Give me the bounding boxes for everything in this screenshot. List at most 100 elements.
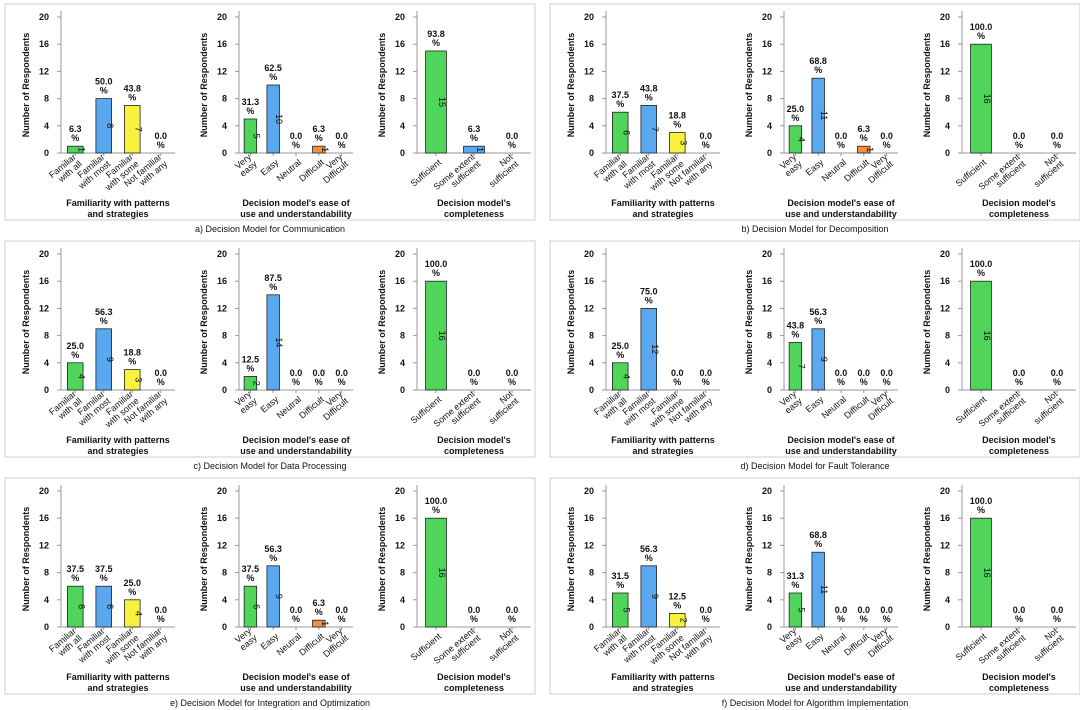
percent-label-line: 62.5: [264, 63, 282, 73]
y-tick-label: 20: [39, 249, 49, 259]
bar-count: 14: [274, 337, 284, 347]
y-tick-label: 20: [39, 12, 49, 22]
x-axis-label: Familiarity with patterns and strategies: [611, 198, 715, 219]
y-tick-label: 4: [222, 358, 227, 368]
x-axis-label: Decision model's ease of use and understa…: [240, 198, 352, 219]
percent-label-line: 18.8: [123, 348, 141, 358]
x-axis-label: Decision model's completeness: [437, 672, 511, 693]
bar: [463, 145, 485, 154]
percent-label: 0.0%: [835, 605, 848, 624]
y-axis-label: Number of Respondents: [21, 270, 31, 375]
x-tick-label: Veryeasy: [232, 388, 259, 415]
x-axis-label-line: Decision model's: [437, 672, 511, 682]
x-tick-label-group: Veryeasy: [233, 151, 259, 178]
percent-label: 93.8%: [427, 29, 445, 48]
percent-label: 43.8%: [787, 320, 805, 339]
x-axis-label: Decision model's completeness: [982, 672, 1056, 693]
percent-label-line: 6.3: [468, 124, 481, 134]
bar-count: 6: [251, 604, 261, 609]
bar: [612, 111, 629, 154]
percent-label: 0.0%: [699, 131, 712, 150]
x-axis-label: Decision model's ease of use and understa…: [785, 198, 897, 219]
percent-label-line: 0.0: [154, 131, 167, 141]
y-tick-label: 8: [767, 94, 772, 104]
bar-count: 16: [437, 568, 447, 578]
bar-count: 9: [650, 594, 660, 599]
percent-label-line: %: [269, 282, 277, 292]
percent-label: 37.5%: [611, 90, 629, 109]
x-axis-label: Familiarity with patterns and strategies: [611, 435, 715, 456]
bar: [970, 517, 992, 628]
percent-label-line: 0.0: [335, 368, 348, 378]
y-tick-label: 20: [762, 486, 772, 496]
bar-count: 8: [105, 123, 115, 128]
y-tick-label: 0: [400, 148, 405, 158]
y-tick-label: 12: [940, 66, 950, 76]
percent-label-line: %: [470, 133, 478, 143]
bar-count: 11: [819, 585, 829, 594]
bar: [95, 98, 112, 154]
y-axis-label: Number of Respondents: [199, 33, 209, 138]
x-tick-label: Notsufficient: [1026, 625, 1066, 663]
y-tick-label: 4: [767, 358, 772, 368]
percent-label: 25.0%: [66, 341, 84, 360]
x-tick-label: Some extentsufficient: [977, 625, 1028, 672]
y-tick-label: 12: [217, 303, 227, 313]
y-tick-label: 20: [762, 12, 772, 22]
percent-label-line: %: [791, 329, 799, 339]
percent-label: 0.0%: [313, 368, 326, 387]
bar-count: 5: [251, 133, 261, 138]
percent-label-line: %: [432, 505, 440, 515]
percent-label: 43.8%: [123, 83, 141, 102]
bar: [811, 551, 825, 628]
bar-count: 2: [251, 381, 261, 386]
y-axis-label: Number of Respondents: [377, 270, 387, 375]
percent-label-line: 0.0: [699, 605, 712, 615]
y-axis-label: Number of Respondents: [922, 507, 932, 612]
x-axis-label-line: use and understandability: [240, 446, 352, 456]
x-tick-label-group: Veryeasy: [778, 388, 804, 415]
x-axis-label-line: Decision model's: [437, 198, 511, 208]
y-tick-label: 8: [945, 94, 950, 104]
x-tick-label-group: Notsufficient: [1032, 151, 1066, 189]
panel-caption: c) Decision Model for Data Processing: [193, 461, 346, 471]
y-axis-label: Number of Respondents: [922, 33, 932, 138]
x-axis-label-line: completeness: [444, 209, 504, 219]
x-axis-label-line: use and understandability: [240, 683, 352, 693]
percent-label-line: %: [1015, 377, 1023, 387]
y-tick-label: 12: [762, 66, 772, 76]
percent-label-line: %: [883, 614, 891, 624]
x-axis-label-line: Decision model's ease of: [787, 198, 895, 208]
bar: [788, 341, 803, 391]
y-tick-label: 20: [217, 486, 227, 496]
bar: [124, 105, 141, 154]
y-tick-label: 4: [589, 595, 594, 605]
percent-label: 0.0%: [858, 605, 871, 624]
percent-label: 0.0%: [699, 605, 712, 624]
percent-label-line: 0.0: [880, 131, 893, 141]
bar-count: 3: [678, 140, 688, 145]
percent-label-line: %: [1015, 614, 1023, 624]
bar: [243, 375, 258, 391]
percent-label-line: %: [814, 539, 822, 549]
x-tick-label: Veryeasy: [777, 151, 804, 178]
percent-label: 18.8%: [123, 348, 141, 367]
percent-label: 0.0%: [1051, 605, 1064, 624]
x-axis-label-line: use and understandability: [785, 446, 897, 456]
bar-count: 15: [437, 97, 447, 107]
x-axis-label: Decision model's ease of use and understa…: [240, 435, 352, 456]
bar: [669, 132, 686, 154]
percent-label: 0.0%: [335, 368, 348, 387]
percent-label-line: %: [1053, 377, 1061, 387]
y-tick-label: 4: [400, 358, 405, 368]
y-tick-label: 20: [217, 249, 227, 259]
percent-label: 0.0%: [1051, 131, 1064, 150]
y-tick-label: 16: [584, 276, 594, 286]
y-tick-label: 0: [222, 385, 227, 395]
percent-label-line: %: [269, 72, 277, 82]
bar-count: 12: [650, 344, 660, 354]
bar: [266, 84, 280, 154]
y-axis-label: Number of Respondents: [566, 270, 576, 375]
y-tick-label: 20: [584, 249, 594, 259]
panel-caption: a) Decision Model for Communication: [195, 224, 345, 234]
